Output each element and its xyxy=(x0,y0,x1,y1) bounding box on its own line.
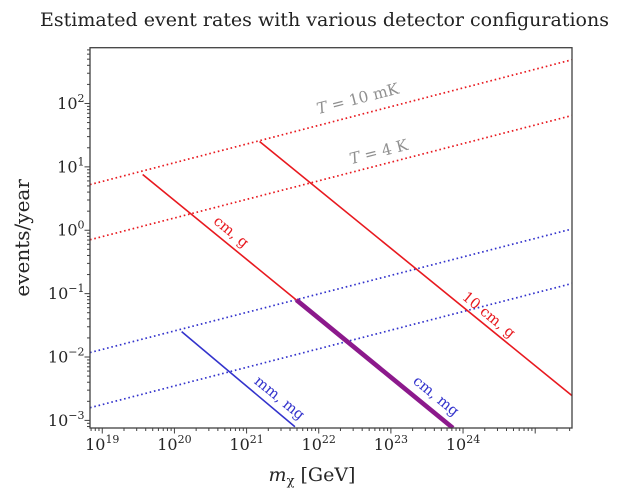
axis-ticks xyxy=(84,49,571,434)
x-tick-label: 1024 xyxy=(446,433,480,454)
y-tick-label: 102 xyxy=(57,92,84,113)
x-tick-label: 1022 xyxy=(302,433,336,454)
x-tick-label: 1019 xyxy=(85,433,119,454)
series-threshold-blue-upper xyxy=(89,228,573,354)
x-tick-label: 1023 xyxy=(374,433,408,454)
y-tick-label: 10−1 xyxy=(48,282,85,303)
plot-frame xyxy=(89,47,573,429)
y-tick-label: 10−2 xyxy=(48,346,85,367)
y-tick-label: 100 xyxy=(57,219,84,240)
y-axis-label: events/year xyxy=(10,179,34,297)
label-T-10mK: T = 10 mK xyxy=(315,80,401,118)
series-mm-mg xyxy=(181,331,296,428)
series-t-10-mk-threshold xyxy=(89,58,573,186)
y-tick-label: 10−3 xyxy=(48,409,85,430)
tick-labels: 1019 1020 1021 1022 1023 1024 102 101 100 10−1 10−… xyxy=(48,92,480,454)
label-T-4K: T = 4 K xyxy=(348,136,411,168)
series-cm-g xyxy=(142,173,297,301)
series-10-cm-g xyxy=(259,140,573,397)
series-threshold-blue-lower xyxy=(89,282,573,409)
x-tick-label: 1021 xyxy=(229,433,263,454)
chart-title: Estimated event rates with various detec… xyxy=(40,9,609,31)
x-axis-label: mχ [GeV] xyxy=(269,464,356,489)
label-10cm-g: 10 cm, g xyxy=(459,289,518,341)
series-cm-mg xyxy=(294,298,455,429)
x-tick-label: 1020 xyxy=(157,433,191,454)
y-tick-label: 101 xyxy=(57,155,84,176)
series-lines xyxy=(89,58,573,429)
series-t-4-k-threshold xyxy=(89,114,573,241)
label-mm-mg: mm, mg xyxy=(251,373,307,423)
